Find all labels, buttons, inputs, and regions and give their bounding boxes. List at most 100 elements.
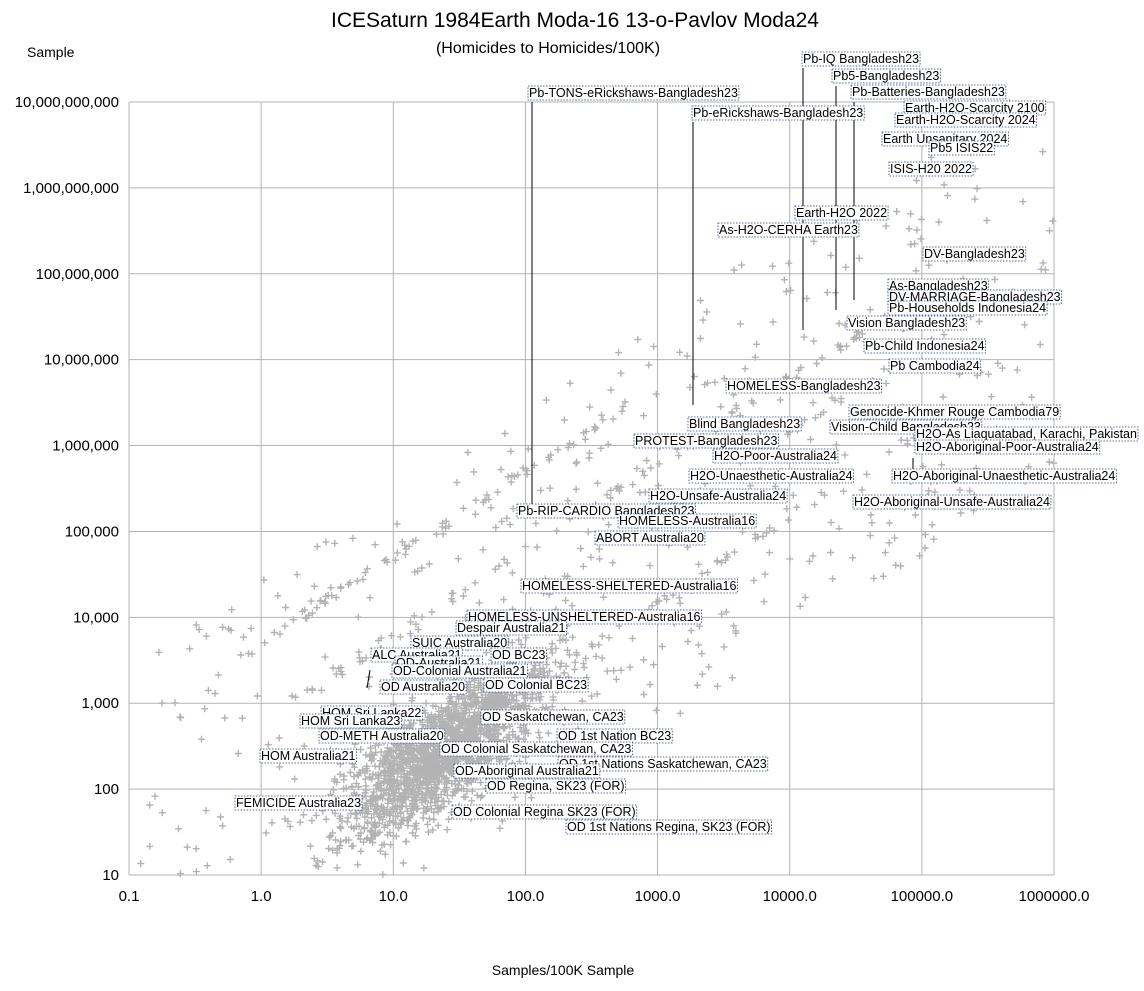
data-point [424,828,432,836]
data-point [921,544,929,552]
data-point [690,373,698,380]
data-point [652,706,660,714]
data-point [202,632,210,640]
data-point [345,836,353,844]
data-point [432,715,440,723]
data-point [357,847,365,855]
data-point [371,541,379,549]
data-point [414,788,422,796]
data-point [425,716,433,724]
data-point [466,692,474,700]
data-point [313,543,321,551]
data-point [466,681,474,689]
data-point [417,750,425,758]
data-point [430,809,438,816]
data-point [387,841,395,849]
data-point [412,620,420,628]
data-point [776,396,784,404]
data-point [384,831,392,839]
data-point [195,626,203,634]
annotation-label: HOMELESS-Australia16 [619,514,755,528]
data-point [971,195,979,203]
data-point [400,779,408,787]
data-point [248,650,256,658]
data-point [409,793,417,801]
data-point [564,444,572,452]
data-point [483,697,491,705]
data-point [603,667,611,675]
data-point [453,479,461,486]
annotation: ABORT Australia20 [594,530,706,546]
data-point [621,398,629,406]
data-point [607,494,615,502]
data-point [912,267,920,275]
data-point [465,734,473,742]
data-point [931,488,939,496]
data-point [404,744,412,752]
data-point [646,562,654,570]
data-point [325,845,333,852]
data-point [650,661,658,669]
annotation: Pb-Batteries-Bangladesh23 [850,84,1007,100]
data-point [687,627,695,634]
data-point [471,579,479,587]
data-point [418,564,426,572]
data-point [885,539,893,547]
data-point [510,696,518,704]
data-point [388,747,396,755]
data-point [655,460,663,468]
y-tick-label: 1,000,000 [52,438,119,455]
data-point [493,698,501,706]
annotation-label: Vision Bangladesh23 [848,316,965,330]
data-point [474,711,482,719]
annotation: ISIS-H20 2022 [888,161,974,177]
annotation-box [888,161,974,177]
data-point [571,658,579,666]
annotation-label: OD 1st Nations Saskatchewan, CA23 [559,757,767,771]
data-point [571,665,579,673]
data-point [322,815,330,823]
data-point [363,799,370,807]
data-point [434,797,442,805]
data-point [810,237,818,245]
annotation-label: OD Saskatchewan, CA23 [482,710,624,724]
data-point [253,692,261,700]
annotation-label: As-H2O-CERHA Earth23 [719,223,858,237]
data-point [307,842,314,850]
data-point [316,597,324,605]
y-tick-label: 1,000 [81,695,119,712]
data-point [604,440,612,448]
annotation-box [794,205,889,221]
data-point [698,670,706,678]
data-point [439,530,447,538]
x-axis-label: Samples/100K Sample [492,962,635,978]
data-point [322,538,330,546]
data-point [925,261,933,269]
data-point [796,602,804,610]
data-point [448,759,455,767]
annotation-label: OD BC23 [492,648,546,662]
data-point [940,181,948,189]
data-point [812,414,819,422]
data-point [390,792,398,800]
data-point [537,486,545,494]
annotation: OD 1st Nation BC23 [556,728,673,744]
data-point [508,569,516,577]
annotation: DV-MARRIAGE-Bangladesh23 [887,289,1063,305]
data-point [800,333,808,341]
data-point [305,611,313,619]
data-point [503,754,511,762]
data-point [866,532,874,540]
data-point [442,517,450,525]
data-point [553,527,561,535]
annotation-label: HOM Australia21 [261,749,356,763]
annotation-label: OD-METH Australia20 [320,729,444,743]
data-point [388,761,396,769]
data-point [640,691,648,698]
data-point [507,478,515,486]
data-point [787,286,795,294]
annotation-label: Pb5 ISIS22 [930,141,993,155]
annotation: DV-Bangladesh23 [922,246,1027,262]
data-point [766,524,774,532]
data-point [661,592,668,600]
